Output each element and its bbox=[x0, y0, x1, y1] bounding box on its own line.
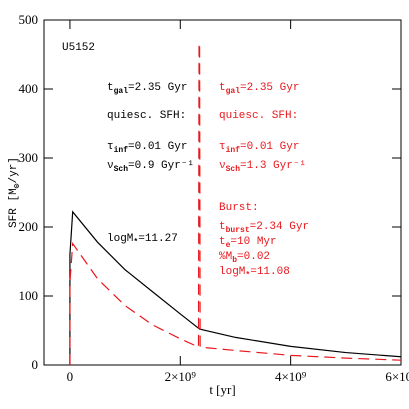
plot-frame bbox=[43, 19, 402, 366]
text-part: SFR [M bbox=[8, 188, 20, 228]
annotation: te=10 Myr bbox=[219, 236, 277, 250]
x-tick-label: 6×10⁹ bbox=[385, 369, 409, 384]
x-tick-label: 2×10⁹ bbox=[165, 369, 197, 384]
text-part: t bbox=[219, 221, 226, 233]
subscript: * bbox=[245, 271, 250, 280]
subscript: inf bbox=[114, 146, 129, 155]
text-part: τ bbox=[107, 141, 114, 153]
annotation: νSch=1.3 Gyr⁻¹ bbox=[219, 160, 306, 174]
y-tick-label: 500 bbox=[19, 12, 39, 27]
text-part: quiesc. SFH: bbox=[107, 110, 186, 122]
y-axis-label: SFR [M⊙/yr] bbox=[8, 157, 22, 228]
text-part: =1.3 Gyr⁻¹ bbox=[240, 160, 306, 172]
subscript: Sch bbox=[226, 165, 241, 174]
text-part: logM bbox=[107, 233, 133, 245]
text-part: %M bbox=[219, 251, 232, 263]
annotation: logM*=11.27 bbox=[107, 233, 178, 247]
annotation: tburst=2.34 Gyr bbox=[219, 221, 309, 235]
subscript: ⊙ bbox=[13, 183, 22, 188]
subscript: burst bbox=[226, 226, 250, 235]
x-tick-label: 0 bbox=[67, 369, 74, 384]
text-part: =10 Myr bbox=[230, 236, 276, 248]
x-tick-label: 4×10⁹ bbox=[275, 369, 307, 384]
annotation: quiesc. SFH: bbox=[107, 110, 186, 122]
y-tick-label: 300 bbox=[19, 150, 39, 165]
annotation: %Mb=0.02 bbox=[219, 251, 270, 265]
subscript: * bbox=[133, 238, 138, 247]
y-tick-label: 400 bbox=[19, 81, 39, 96]
text-part: U5152 bbox=[62, 42, 95, 54]
annotation: τinf=0.01 Gyr bbox=[219, 141, 299, 155]
text-part: =11.27 bbox=[138, 233, 178, 245]
annotation: τinf=0.01 Gyr bbox=[107, 141, 187, 155]
text-part: ν bbox=[107, 160, 114, 172]
text-part: quiesc. SFH: bbox=[219, 110, 298, 122]
text-part: =2.35 Gyr bbox=[240, 82, 299, 94]
annotation: quiesc. SFH: bbox=[219, 110, 298, 122]
annotation: Burst: bbox=[219, 202, 259, 214]
x-axis-label: t [yr] bbox=[209, 382, 235, 397]
subscript: gal bbox=[226, 87, 241, 96]
subscript: gal bbox=[114, 87, 129, 96]
text-part: logM bbox=[219, 266, 245, 278]
text-part: =2.34 Gyr bbox=[250, 221, 309, 233]
series-line bbox=[69, 210, 402, 365]
annotation: U5152 bbox=[62, 42, 95, 54]
text-part: t bbox=[219, 82, 226, 94]
annotation: νSch=0.9 Gyr⁻¹ bbox=[107, 160, 194, 174]
text-part: =0.02 bbox=[237, 251, 270, 263]
text-part: =0.9 Gyr⁻¹ bbox=[128, 160, 194, 172]
text-part: =2.35 Gyr bbox=[128, 82, 187, 94]
subscript: inf bbox=[226, 146, 241, 155]
y-tick-label: 200 bbox=[19, 219, 39, 234]
text-part: τ bbox=[219, 141, 226, 153]
text-part: =0.01 Gyr bbox=[240, 141, 299, 153]
annotation: tgal=2.35 Gyr bbox=[219, 82, 299, 96]
y-tick-label: 0 bbox=[32, 357, 39, 372]
subscript: e bbox=[226, 241, 231, 250]
annotation: logM*=11.08 bbox=[219, 266, 290, 280]
text-part: =11.08 bbox=[250, 266, 290, 278]
text-part: t bbox=[107, 82, 114, 94]
subscript: b bbox=[232, 256, 237, 265]
subscript: Sch bbox=[114, 165, 129, 174]
text-part: =0.01 Gyr bbox=[128, 141, 187, 153]
text-part: Burst: bbox=[219, 202, 259, 214]
text-part: ν bbox=[219, 160, 226, 172]
text-part: /yr] bbox=[8, 157, 20, 183]
text-part: t bbox=[219, 236, 226, 248]
y-tick-label: 100 bbox=[19, 288, 39, 303]
annotation: tgal=2.35 Gyr bbox=[107, 82, 187, 96]
